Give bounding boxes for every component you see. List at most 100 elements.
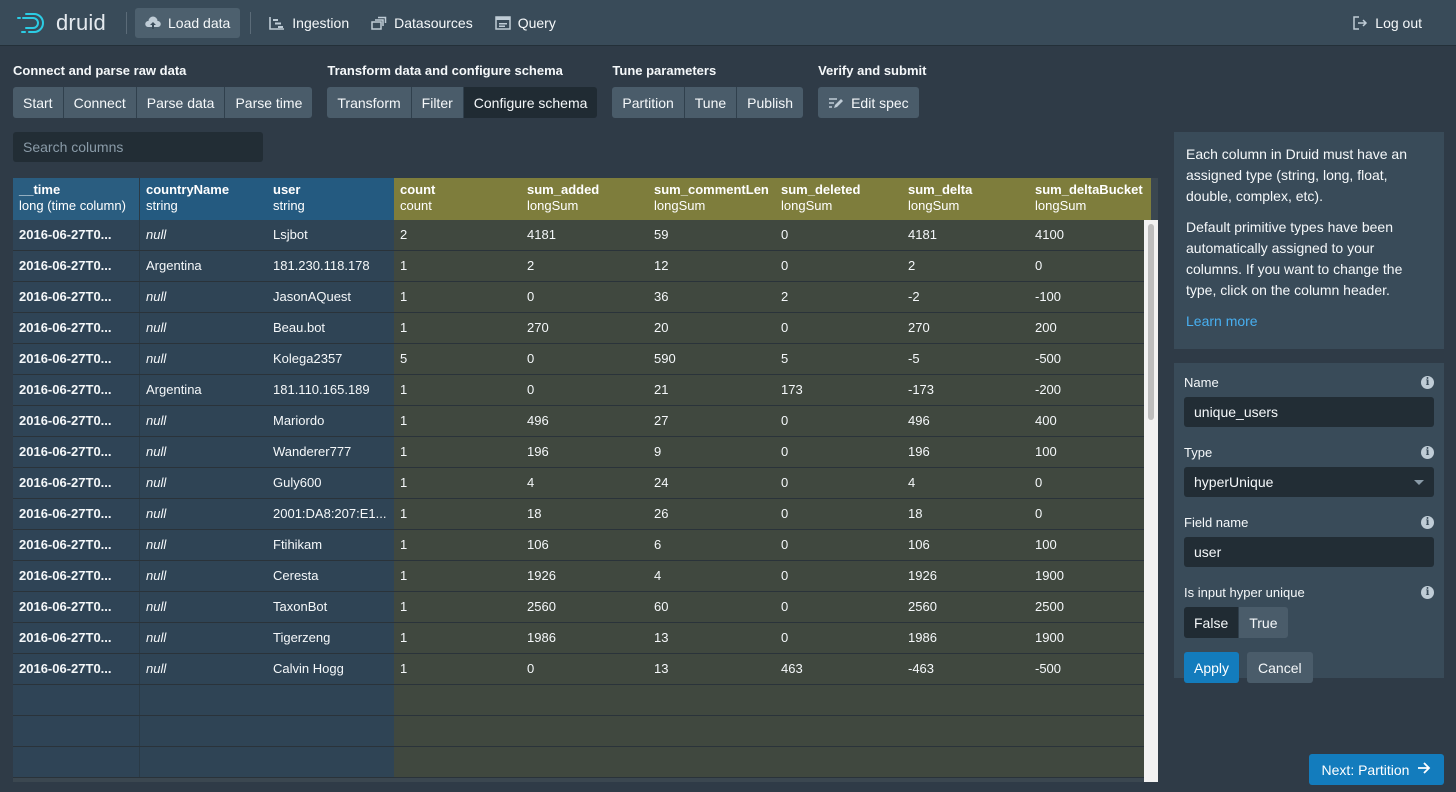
true-button[interactable]: True: [1238, 607, 1288, 638]
logout-button[interactable]: Log out: [1342, 8, 1432, 38]
edit-spec-label: Edit spec: [851, 94, 909, 111]
column-header[interactable]: sum_commentLen longSum: [648, 178, 775, 220]
table-cell: [648, 747, 775, 777]
table-cell: [13, 685, 140, 715]
column-header[interactable]: sum_deleted longSum: [775, 178, 902, 220]
column-header[interactable]: __time long (time column): [13, 178, 140, 220]
table-cell: 4181: [521, 220, 648, 250]
step-parse-time[interactable]: Parse time: [225, 87, 313, 118]
druid-logo[interactable]: druid: [16, 10, 116, 36]
table-cell: TaxonBot: [267, 592, 394, 622]
step-parse-data[interactable]: Parse data: [136, 87, 226, 118]
table-cell: Ceresta: [267, 561, 394, 591]
step-connect[interactable]: Connect: [63, 87, 137, 118]
table-cell: 2016-06-27T0...: [13, 499, 140, 529]
table-row: 2016-06-27T0... null Ceresta 1 1926 4 0 1926 190…: [13, 561, 1158, 592]
table-cell: 0: [521, 375, 648, 405]
table-cell: null: [140, 313, 267, 343]
table-cell: 2016-06-27T0...: [13, 313, 140, 343]
table-cell: 590: [648, 344, 775, 374]
column-header[interactable]: count count: [394, 178, 521, 220]
cancel-button[interactable]: Cancel: [1247, 652, 1313, 683]
null-value: null: [146, 351, 167, 366]
table-cell: Beau.bot: [267, 313, 394, 343]
learn-more-link[interactable]: Learn more: [1186, 313, 1258, 329]
table-cell: [140, 716, 267, 746]
column-name: sum_deltaBucket: [1035, 182, 1143, 197]
table-cell: 4100: [1029, 220, 1151, 250]
false-button[interactable]: False: [1184, 607, 1239, 638]
column-header[interactable]: sum_added longSum: [521, 178, 648, 220]
step-partition[interactable]: Partition: [612, 87, 685, 118]
type-select[interactable]: hyperUnique: [1184, 467, 1434, 497]
column-type: longSum: [654, 198, 706, 213]
info-sign-icon[interactable]: i: [1421, 445, 1434, 459]
scrollbar-thumb[interactable]: [1148, 224, 1154, 420]
empty-table-row: [13, 747, 1158, 778]
info-paragraph: Default primitive types have been automa…: [1186, 219, 1403, 298]
table-cell: 0: [775, 468, 902, 498]
table-cell: 0: [775, 437, 902, 467]
table-cell: null: [140, 592, 267, 622]
step-filter[interactable]: Filter: [411, 87, 464, 118]
table-cell: Calvin Hogg: [267, 654, 394, 684]
column-type: string: [273, 198, 305, 213]
search-columns-input[interactable]: [13, 132, 263, 162]
table-cell: null: [140, 561, 267, 591]
name-input[interactable]: [1184, 397, 1434, 427]
step-configure-schema[interactable]: Configure schema: [463, 87, 598, 118]
type-select-value[interactable]: hyperUnique: [1184, 467, 1434, 497]
column-header[interactable]: sum_deltaBucket longSum: [1029, 178, 1151, 220]
table-cell: 1926: [902, 561, 1029, 591]
step-tune[interactable]: Tune: [684, 87, 738, 118]
info-sign-icon[interactable]: i: [1421, 375, 1434, 389]
field-name-label: Field name: [1184, 514, 1249, 530]
next-partition-button[interactable]: Next: Partition: [1309, 754, 1444, 785]
step-group-tune: Tune parameters Partition Tune Publish: [612, 63, 804, 118]
info-sign-icon[interactable]: i: [1421, 585, 1434, 599]
table-cell: 2016-06-27T0...: [13, 220, 140, 250]
nav-datasources-label: Datasources: [394, 14, 473, 31]
column-name: countryName: [146, 182, 230, 197]
table-row: 2016-06-27T0... null Lsjbot 2 4181 59 0 4181 410…: [13, 220, 1158, 251]
column-header[interactable]: user string: [267, 178, 394, 220]
table-cell: [775, 716, 902, 746]
table-cell: [521, 685, 648, 715]
table-cell: Argentina: [140, 375, 267, 405]
table-cell: 60: [648, 592, 775, 622]
table-cell: 1986: [521, 623, 648, 653]
table-cell: 0: [775, 313, 902, 343]
table-cell: 1: [394, 654, 521, 684]
application-icon: [494, 15, 511, 30]
table-cell: Guly600: [267, 468, 394, 498]
info-callout: Each column in Druid must have an assign…: [1174, 132, 1444, 349]
table-cell: null: [140, 654, 267, 684]
table-scrollbar[interactable]: [1144, 220, 1158, 782]
table-cell: 6: [648, 530, 775, 560]
step-group-title: Transform data and configure schema: [327, 63, 563, 78]
log-out-icon: [1352, 15, 1368, 31]
table-cell: 2016-06-27T0...: [13, 437, 140, 467]
nav-load-data[interactable]: Load data: [135, 7, 241, 38]
multi-select-icon: [371, 16, 387, 30]
table-cell: 2016-06-27T0...: [13, 282, 140, 312]
column-type: string: [146, 198, 178, 213]
step-edit-spec[interactable]: Edit spec: [818, 87, 919, 118]
table-cell: [140, 685, 267, 715]
column-header[interactable]: sum_delta longSum: [902, 178, 1029, 220]
column-header[interactable]: countryName string: [140, 178, 267, 220]
column-type: longSum: [908, 198, 960, 213]
nav-ingestion[interactable]: Ingestion: [259, 8, 359, 38]
nav-query[interactable]: Query: [485, 8, 566, 38]
nav-datasources[interactable]: Datasources: [361, 8, 483, 38]
info-sign-icon[interactable]: i: [1421, 515, 1434, 529]
apply-button[interactable]: Apply: [1184, 652, 1240, 683]
table-cell: -500: [1029, 654, 1151, 684]
step-transform[interactable]: Transform: [327, 87, 412, 118]
field-name-input[interactable]: [1184, 537, 1434, 567]
table-cell: null: [140, 282, 267, 312]
table-cell: 2560: [902, 592, 1029, 622]
step-start[interactable]: Start: [13, 87, 64, 118]
step-publish[interactable]: Publish: [737, 87, 804, 118]
info-paragraph: Each column in Druid must have an assign…: [1186, 146, 1407, 204]
